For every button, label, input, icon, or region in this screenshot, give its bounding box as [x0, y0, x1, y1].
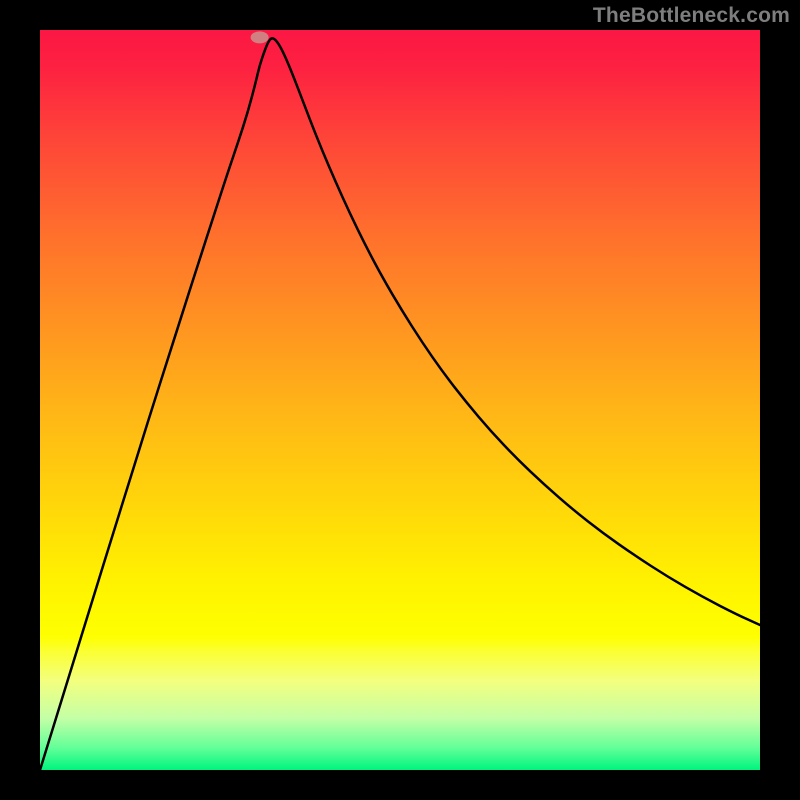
minimum-marker	[251, 31, 269, 43]
chart-root: TheBottleneck.com	[0, 0, 800, 800]
plot-background	[40, 30, 760, 770]
chart-canvas	[0, 0, 800, 800]
